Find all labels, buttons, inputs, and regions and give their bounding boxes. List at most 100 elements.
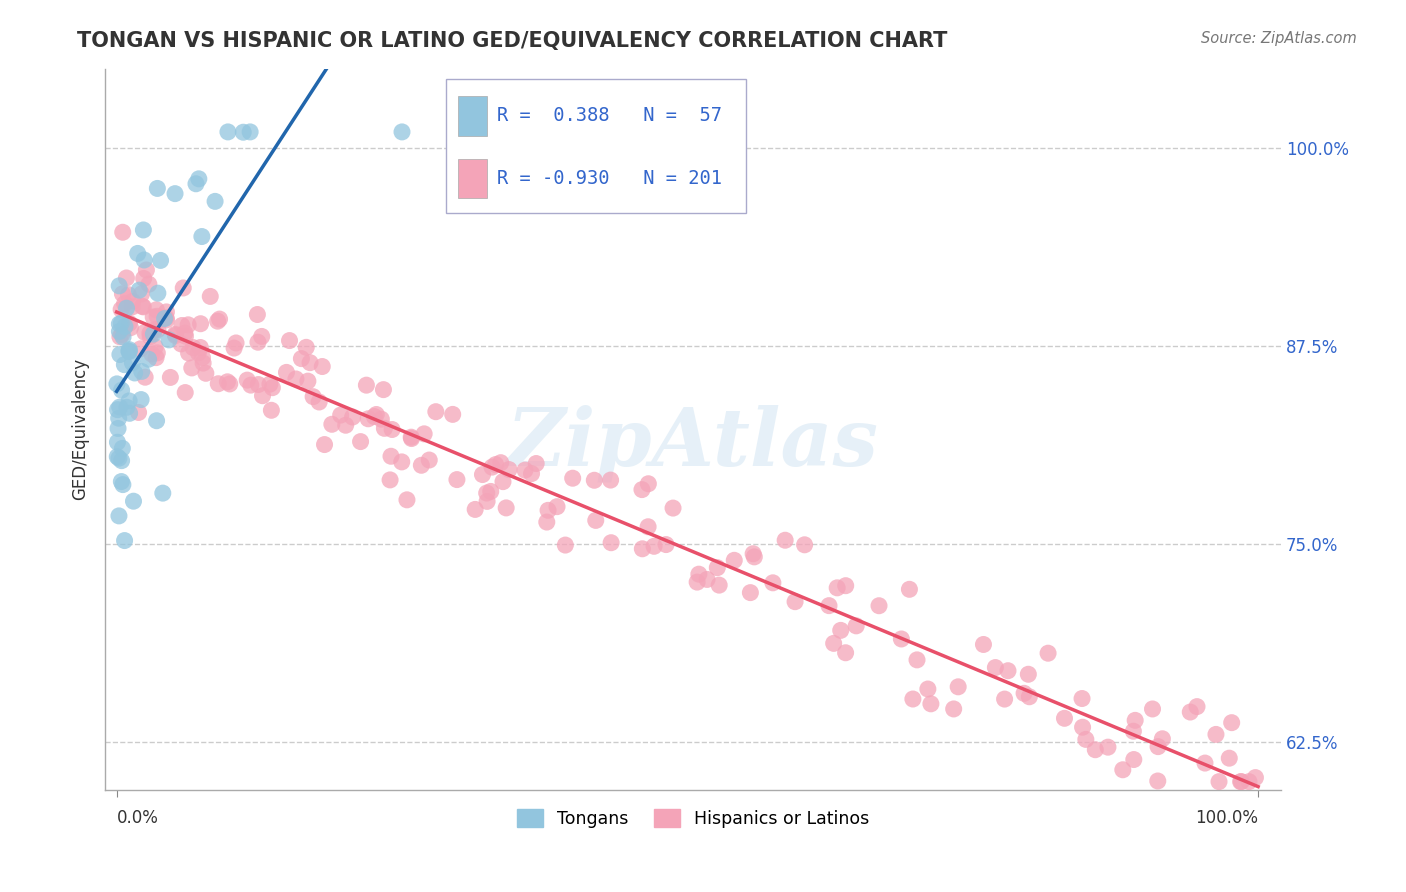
Point <box>742 549 765 564</box>
Point <box>204 194 226 209</box>
Point <box>217 375 239 389</box>
Point <box>984 660 1007 674</box>
Point <box>108 400 131 414</box>
Point <box>479 484 502 499</box>
Point <box>259 377 281 392</box>
Point <box>370 412 392 426</box>
Point <box>1017 667 1039 681</box>
Point <box>190 341 212 355</box>
Point <box>107 411 129 425</box>
Point <box>110 316 132 330</box>
Point <box>1012 686 1035 700</box>
Point <box>132 223 155 237</box>
Point <box>1220 715 1243 730</box>
Point <box>218 376 240 391</box>
Point <box>247 377 270 392</box>
Point <box>131 299 153 313</box>
Point <box>492 475 515 489</box>
Point <box>686 575 709 590</box>
Point <box>1185 699 1208 714</box>
Point <box>706 560 728 574</box>
Point <box>172 281 194 295</box>
Point <box>139 330 162 344</box>
Point <box>1112 763 1135 777</box>
Point <box>138 352 160 367</box>
Point <box>252 389 274 403</box>
Point <box>662 501 685 516</box>
Point <box>1194 756 1216 770</box>
Point <box>111 225 134 239</box>
Point <box>121 300 143 314</box>
Point <box>112 330 135 344</box>
Point <box>1218 751 1240 765</box>
Point <box>134 326 156 340</box>
Point <box>118 344 141 359</box>
Point <box>207 376 229 391</box>
Point <box>413 426 436 441</box>
Point <box>120 320 142 334</box>
Point <box>546 500 568 514</box>
Point <box>585 513 607 527</box>
Point <box>599 473 621 487</box>
Point <box>655 538 678 552</box>
Point <box>260 403 283 417</box>
Point <box>446 473 468 487</box>
Point <box>295 340 318 354</box>
Point <box>554 538 576 552</box>
Point <box>391 125 413 139</box>
Point <box>163 186 186 201</box>
Point <box>155 305 177 319</box>
Point <box>1122 724 1144 739</box>
Point <box>200 289 222 303</box>
Point <box>1147 739 1170 754</box>
Point <box>418 453 440 467</box>
Point <box>946 680 969 694</box>
Point <box>108 278 131 293</box>
Point <box>108 330 131 344</box>
Point <box>471 467 494 482</box>
Point <box>709 578 731 592</box>
Point <box>762 575 785 590</box>
Point <box>146 181 169 195</box>
Point <box>170 337 193 351</box>
Point <box>111 442 134 456</box>
Point <box>1230 774 1253 789</box>
Point <box>142 310 165 324</box>
Point <box>246 335 269 350</box>
Point <box>114 296 136 310</box>
Point <box>1084 742 1107 756</box>
Point <box>380 449 402 463</box>
Point <box>1146 774 1168 789</box>
Point <box>165 327 187 342</box>
Point <box>520 467 543 481</box>
Point <box>114 319 136 334</box>
Point <box>105 376 128 391</box>
Point <box>536 515 558 529</box>
Point <box>108 451 131 466</box>
Point <box>122 494 145 508</box>
Point <box>513 463 536 477</box>
Point <box>917 681 939 696</box>
Point <box>181 341 204 355</box>
Point <box>111 286 134 301</box>
Point <box>441 408 464 422</box>
Point <box>118 344 141 359</box>
Point <box>524 457 547 471</box>
Point <box>637 476 659 491</box>
Point <box>495 500 517 515</box>
Point <box>631 541 654 556</box>
Point <box>972 638 994 652</box>
Point <box>356 378 378 392</box>
Point <box>157 333 180 347</box>
Text: Source: ZipAtlas.com: Source: ZipAtlas.com <box>1201 31 1357 46</box>
Point <box>1237 774 1260 789</box>
Point <box>110 383 132 397</box>
Point <box>128 283 150 297</box>
Point <box>145 351 167 365</box>
Y-axis label: GED/Equivalency: GED/Equivalency <box>72 358 89 500</box>
Point <box>180 360 202 375</box>
Point <box>773 533 796 548</box>
Point <box>905 653 928 667</box>
Point <box>401 432 423 446</box>
Point <box>284 372 307 386</box>
